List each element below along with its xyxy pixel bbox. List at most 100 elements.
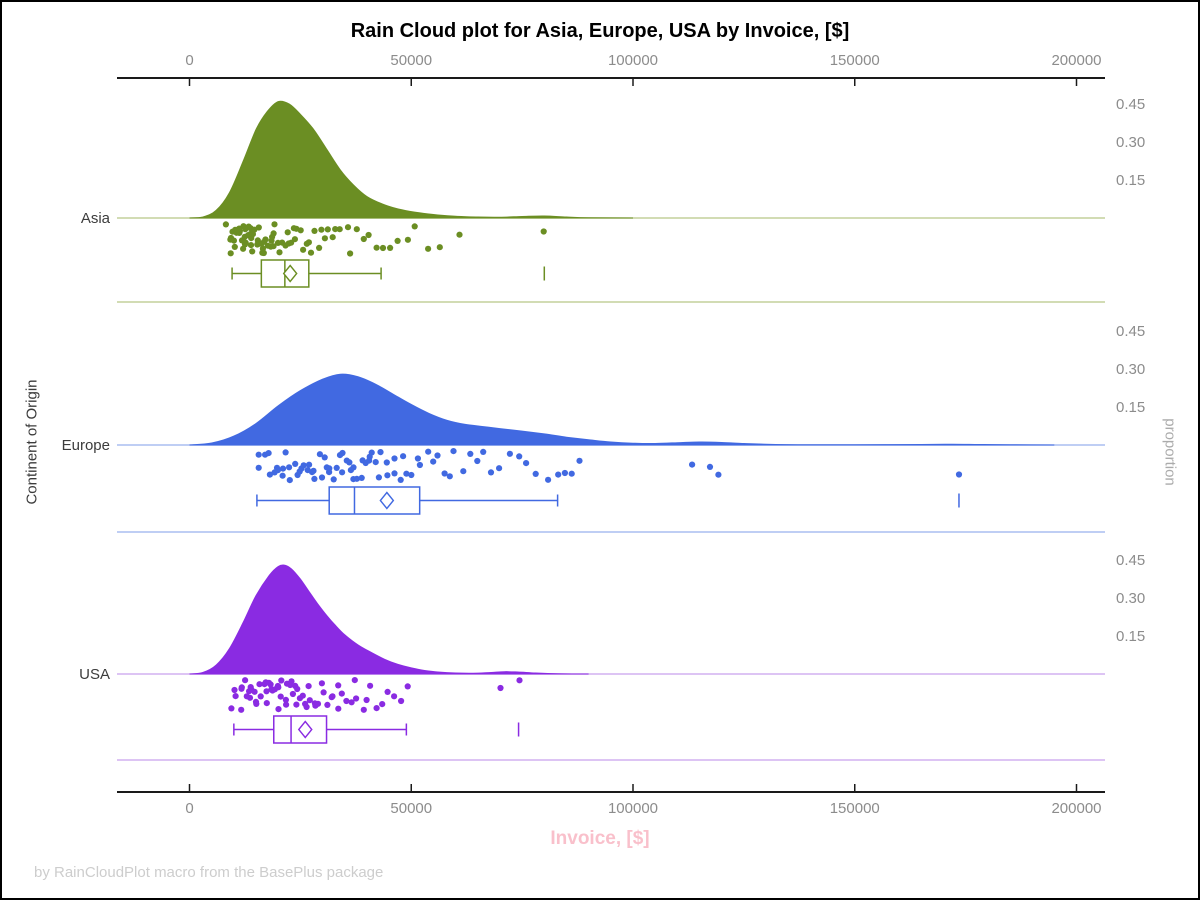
- rain-point: [305, 239, 312, 246]
- category-label-usa: USA: [79, 666, 110, 683]
- rain-point: [367, 682, 374, 689]
- rain-point: [576, 457, 583, 464]
- rain-point: [324, 701, 331, 709]
- rain-point: [343, 697, 350, 705]
- rain-point: [496, 465, 503, 472]
- proportion-tick-label-europe: 0.30: [1116, 361, 1145, 378]
- rain-point: [545, 476, 552, 483]
- rain-point: [384, 688, 391, 696]
- proportion-tick-label-asia: 0.15: [1116, 172, 1145, 189]
- rain-point: [365, 231, 372, 239]
- rain-point: [383, 459, 390, 466]
- rain-point: [379, 244, 387, 252]
- rain-point: [270, 230, 277, 237]
- rain-point: [523, 460, 530, 467]
- rain-point: [555, 471, 562, 478]
- rain-point: [403, 470, 410, 477]
- bottom-axis-tick-label: 0: [185, 800, 193, 817]
- rain-point: [321, 454, 328, 461]
- rain-point: [270, 243, 277, 250]
- rain-point: [256, 681, 263, 688]
- rain-point: [255, 224, 262, 231]
- rain-point: [251, 688, 258, 695]
- rain-point: [430, 458, 437, 465]
- proportion-tick-label-usa: 0.30: [1116, 590, 1145, 607]
- category-label-europe: Europe: [62, 437, 110, 454]
- rain-point: [249, 248, 256, 255]
- rain-point: [414, 455, 421, 462]
- rain-point: [353, 475, 360, 482]
- rain-point: [416, 461, 423, 469]
- top-axis-tick-label: 150000: [830, 52, 880, 69]
- rain-point: [286, 477, 293, 484]
- rain-point: [344, 224, 352, 231]
- proportion-tick-label-asia: 0.45: [1116, 96, 1145, 113]
- rain-point: [259, 245, 266, 252]
- rain-point: [263, 700, 270, 707]
- proportion-tick-label-europe: 0.15: [1116, 399, 1145, 416]
- rain-point: [450, 448, 457, 455]
- rain-point: [360, 706, 367, 713]
- rain-point: [262, 236, 269, 243]
- rain-point: [336, 226, 343, 233]
- rain-point: [282, 449, 289, 456]
- rain-point: [293, 701, 300, 708]
- density-usa: [189, 564, 589, 675]
- rain-point: [474, 457, 481, 465]
- rain-point: [300, 462, 307, 469]
- rain-point: [274, 467, 281, 474]
- top-axis-tick-label: 200000: [1051, 52, 1101, 69]
- rain-point: [275, 684, 282, 691]
- rain-point: [404, 683, 411, 690]
- rain-point: [497, 684, 504, 692]
- rain-point: [255, 451, 262, 458]
- rain-point: [276, 249, 283, 256]
- rain-point: [363, 696, 370, 704]
- rain-point: [253, 700, 260, 708]
- rain-point: [346, 459, 353, 466]
- rain-point: [400, 453, 407, 460]
- rain-point: [242, 239, 249, 246]
- rain-point: [456, 231, 463, 238]
- rain-point: [330, 476, 337, 483]
- rain-point: [368, 449, 375, 456]
- rain-point: [307, 249, 315, 256]
- rain-point: [480, 448, 487, 455]
- rain-point: [516, 677, 523, 684]
- rain-point: [282, 696, 289, 704]
- rain-point: [222, 221, 229, 228]
- rain-point: [318, 226, 325, 233]
- rain-point: [286, 464, 293, 471]
- rain-point: [277, 693, 284, 700]
- rain-point: [278, 677, 285, 684]
- rain-point: [292, 460, 299, 467]
- rain-point: [238, 684, 245, 691]
- rain-point: [333, 464, 340, 471]
- rain-point: [568, 470, 575, 477]
- rain-point: [297, 227, 304, 234]
- rain-point: [373, 705, 380, 712]
- rain-point: [303, 703, 310, 711]
- rain-point: [353, 695, 360, 702]
- rain-point: [247, 242, 255, 249]
- proportion-tick-label-usa: 0.45: [1116, 552, 1145, 569]
- rain-point: [255, 464, 262, 471]
- rain-point: [321, 235, 328, 242]
- rain-point: [324, 226, 331, 233]
- rain-point: [291, 236, 298, 243]
- rain-point: [561, 469, 569, 477]
- rain-point: [366, 457, 373, 464]
- mean-diamond-europe: [379, 491, 395, 510]
- rain-point: [715, 471, 722, 478]
- rain-point: [299, 692, 306, 699]
- rain-point: [284, 229, 291, 236]
- rain-point: [425, 245, 432, 252]
- rain-point: [318, 474, 326, 481]
- rain-point: [425, 448, 432, 455]
- rain-point: [294, 685, 301, 693]
- box-europe: [328, 486, 421, 515]
- rain-point: [404, 236, 411, 243]
- rain-point: [335, 705, 342, 712]
